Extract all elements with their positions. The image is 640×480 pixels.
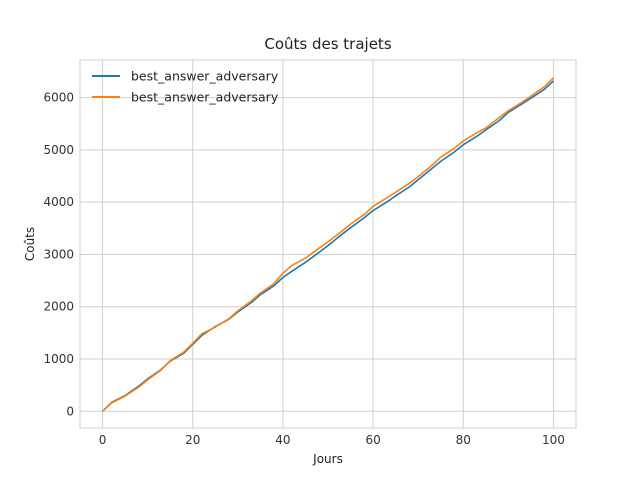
x-tick-label: 80	[456, 433, 471, 447]
y-gridlines	[80, 97, 576, 412]
y-tick-label: 5000	[43, 143, 74, 157]
y-tick-label: 0	[66, 404, 74, 418]
chart-title: Coûts des trajets	[264, 35, 391, 53]
x-axis-label: Jours	[312, 452, 343, 466]
series-line-2	[101, 77, 555, 412]
y-tick-label: 3000	[43, 247, 74, 261]
x-tick-label: 20	[185, 433, 200, 447]
legend-label-1: best_answer_adversary	[131, 69, 279, 84]
series-layer	[101, 77, 555, 412]
y-tick-labels: 0 1000 2000 3000 4000 5000 6000	[43, 91, 74, 419]
x-tick-label: 60	[365, 433, 380, 447]
legend-label-2: best_answer_adversary	[131, 90, 279, 105]
y-tick-label: 6000	[43, 91, 74, 105]
legend: best_answer_adversary best_answer_adversa…	[92, 69, 279, 105]
x-tick-label: 100	[542, 433, 565, 447]
y-tick-label: 1000	[43, 352, 74, 366]
x-tick-label: 40	[275, 433, 290, 447]
y-tick-label: 2000	[43, 300, 74, 314]
plot-frame	[79, 59, 577, 429]
x-gridlines	[102, 60, 554, 428]
x-tick-label: 0	[99, 433, 107, 447]
x-tick-labels: 0 20 40 60 80 100	[99, 433, 565, 447]
y-tick-label: 4000	[43, 195, 74, 209]
y-axis-label: Coûts	[23, 227, 37, 261]
